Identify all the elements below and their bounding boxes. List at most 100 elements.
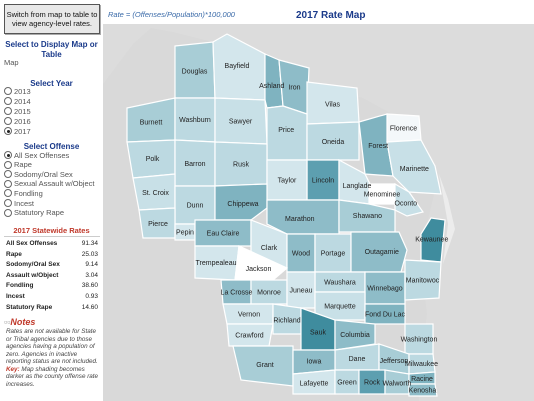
rates-divider	[4, 236, 100, 237]
county-label-juneau: Juneau	[290, 288, 313, 295]
notes-title: ▫▫Notes	[4, 317, 36, 327]
map-area[interactable]: Douglas Bayfield Ashland Iron Vilas Florence B…	[103, 24, 534, 401]
county-label-lincoln: Lincoln	[312, 178, 334, 185]
offense-option-sexual-assault-w-object[interactable]: Sexual Assault w/Object	[4, 179, 94, 189]
rate-row-assault-w-object: Assault w/Object 3.04	[6, 272, 98, 281]
rate-row-statutory-rape: Statutory Rape 14.60	[6, 304, 98, 313]
year-option-2013[interactable]: 2013	[4, 86, 31, 96]
notes-text: Rates are not available for State or Tri…	[6, 328, 99, 388]
offense-option-label: Sodomy/Oral Sex	[14, 169, 73, 179]
county-label-kewaunee: Kewaunee	[415, 236, 448, 243]
year-option-label: 2016	[14, 116, 31, 126]
county-label-walworth: Walworth	[383, 381, 412, 388]
radio-button[interactable]	[4, 208, 12, 217]
rate-value: 0.93	[85, 293, 98, 300]
county-label-sauk: Sauk	[310, 330, 326, 337]
county-label-polk: Polk	[146, 156, 160, 163]
radio-button[interactable]	[4, 87, 12, 95]
offense-option-label: All Sex Offenses	[14, 150, 70, 160]
year-option-2015[interactable]: 2015	[4, 106, 31, 116]
rate-value: 25.03	[81, 250, 98, 258]
county-outagamie[interactable]	[350, 231, 408, 273]
offense-option-sodomy-oral-sex[interactable]: Sodomy/Oral Sex	[4, 169, 73, 179]
county-label-kenosha: Kenosha	[409, 388, 437, 395]
county-label-oconto: Oconto	[395, 200, 418, 207]
radio-button[interactable]	[4, 107, 12, 115]
radio-button[interactable]	[4, 189, 12, 198]
county-label-taylor: Taylor	[278, 178, 297, 185]
rate-label: Rape	[6, 250, 22, 258]
county-label-winnebago: Winnebago	[367, 286, 403, 293]
county-label-vernon: Vernon	[238, 312, 260, 319]
notes-square-icon: ▫▫	[4, 317, 11, 327]
display-select-value[interactable]: Map	[4, 58, 19, 67]
year-option-label: 2015	[14, 106, 31, 116]
county-label-pepin: Pepin	[176, 230, 194, 237]
county-label-jackson: Jackson	[246, 266, 272, 273]
offense-select-title: Select Offense	[23, 142, 80, 151]
radio-button[interactable]	[4, 160, 12, 169]
county-label-milwaukee: Milwaukee	[405, 361, 438, 368]
map-title: 2017 Rate Map	[296, 10, 366, 21]
county-oneida[interactable]	[306, 121, 360, 161]
county-label-sawyer: Sawyer	[229, 119, 253, 126]
radio-button[interactable]	[4, 151, 12, 159]
year-option-2016[interactable]: 2016	[4, 116, 31, 126]
county-label-dane: Dane	[349, 356, 366, 363]
county-label-dunn: Dunn	[187, 203, 204, 210]
county-label-waushara: Waushara	[324, 280, 356, 287]
county-label-washburn: Washburn	[179, 117, 211, 124]
offense-option-all-sex-offenses[interactable]: All Sex Offenses	[4, 150, 69, 160]
radio-button[interactable]	[4, 179, 12, 188]
county-label-barron: Barron	[184, 161, 205, 168]
county-label-rock: Rock	[364, 380, 380, 387]
rate-row-sodomy-oral-sex: Sodomy/Oral Sex 9.14	[6, 261, 98, 270]
county-label-marathon: Marathon	[285, 216, 315, 223]
county-label-washington: Washington	[401, 337, 438, 344]
offense-option-rape[interactable]: Rape	[4, 160, 32, 170]
county-manitowoc[interactable]	[404, 259, 442, 301]
county-label-marquette: Marquette	[324, 304, 356, 311]
radio-button[interactable]	[4, 117, 12, 125]
offense-option-label: Incest	[14, 198, 35, 208]
rate-value: 14.60	[81, 303, 98, 311]
sidebar: Switch from map to table to view agency-…	[0, 0, 103, 401]
year-option-2014[interactable]: 2014	[4, 96, 31, 106]
county-label-grant: Grant	[256, 362, 274, 369]
county-label-manitowoc: Manitowoc	[406, 278, 440, 285]
county-kenosha[interactable]	[408, 383, 438, 397]
rate-value: 3.04	[85, 271, 98, 279]
radio-button[interactable]	[4, 97, 12, 105]
offense-option-fondling[interactable]: Fondling	[4, 188, 43, 198]
rate-value: 91.34	[81, 240, 98, 247]
offense-option-statutory-rape[interactable]: Statutory Rape	[4, 208, 64, 218]
county-shawano[interactable]	[338, 199, 396, 233]
county-label-monroe: Monroe	[257, 290, 281, 297]
radio-button[interactable]	[4, 170, 12, 179]
offense-option-label: Statutory Rape	[14, 208, 65, 218]
wisconsin-county-map[interactable]: Douglas Bayfield Ashland Iron Vilas Florence B…	[103, 24, 534, 401]
county-chippewa[interactable]	[214, 183, 268, 221]
county-label-vilas: Vilas	[325, 102, 341, 109]
county-label-rusk: Rusk	[233, 162, 249, 169]
county-label-menominee: Menominee	[364, 192, 401, 199]
rate-label: Sodomy/Oral Sex	[6, 261, 60, 269]
county-oconto[interactable]	[394, 182, 424, 217]
year-option-2017[interactable]: 2017	[4, 126, 31, 136]
rate-label: All Sex Offenses	[6, 240, 58, 247]
offense-option-incest[interactable]: Incest	[4, 198, 34, 208]
county-label-eau-claire: Eau Claire	[207, 231, 240, 238]
county-label-langlade: Langlade	[343, 183, 372, 190]
radio-button[interactable]	[4, 127, 12, 135]
offense-option-label: Sexual Assault w/Object	[14, 179, 95, 189]
radio-button[interactable]	[4, 199, 12, 207]
display-select-title: Select to Display Map or Table	[5, 40, 98, 59]
year-option-label: 2017	[14, 126, 31, 136]
year-option-label: 2013	[14, 86, 31, 96]
rate-value: 9.14	[85, 261, 98, 269]
county-label-marinette: Marinette	[400, 166, 429, 173]
switch-map-table-button[interactable]: Switch from map to table to view agency-…	[4, 4, 100, 34]
county-label-st-croix: St. Croix	[142, 190, 169, 197]
county-marinette[interactable]	[386, 139, 442, 195]
county-label-racine: Racine	[411, 376, 433, 383]
